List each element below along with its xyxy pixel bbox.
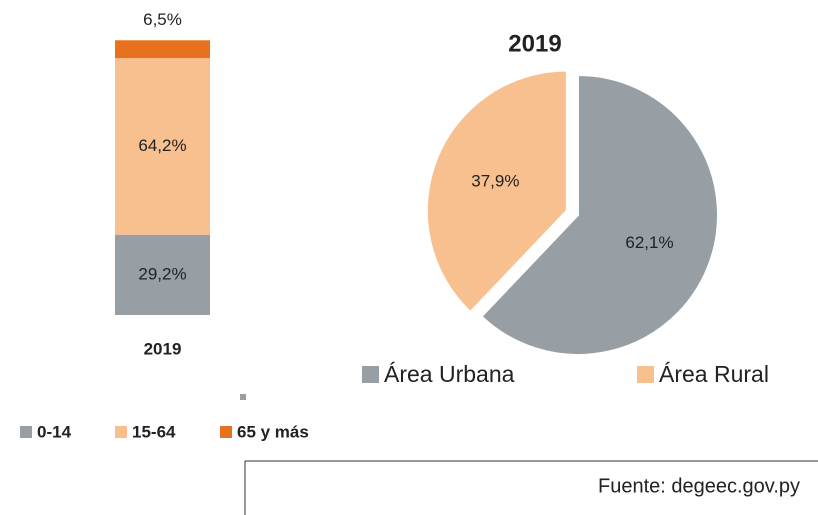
pie-slice [425,69,568,314]
data-label: 29,2% [138,264,186,283]
legend-swatch [115,426,127,438]
x-tick-label: 2019 [144,339,182,358]
chart-title: 2019 [508,30,561,57]
data-label: 37,9% [471,171,519,190]
decoration [240,394,246,400]
legend-label: Área Urbana [384,361,515,387]
bar-segment [115,58,210,235]
legend-swatch [20,426,32,438]
pie-slice [480,73,719,356]
legend-swatch [362,366,379,383]
legend-label: 0-14 [37,422,72,441]
data-label: 6,5% [143,10,182,29]
bar-segment [115,40,210,59]
legend-label: 15-64 [132,422,176,441]
data-label: 62,1% [625,233,673,252]
legend-label: Área Rural [659,361,769,387]
legend-swatch [220,426,232,438]
bar-segment [115,234,210,315]
source: Fuente: degeec.gov.py [598,475,800,497]
legend-swatch [637,366,654,383]
legend-label: 65 y más [237,422,309,441]
data-label: 64,2% [138,136,186,155]
